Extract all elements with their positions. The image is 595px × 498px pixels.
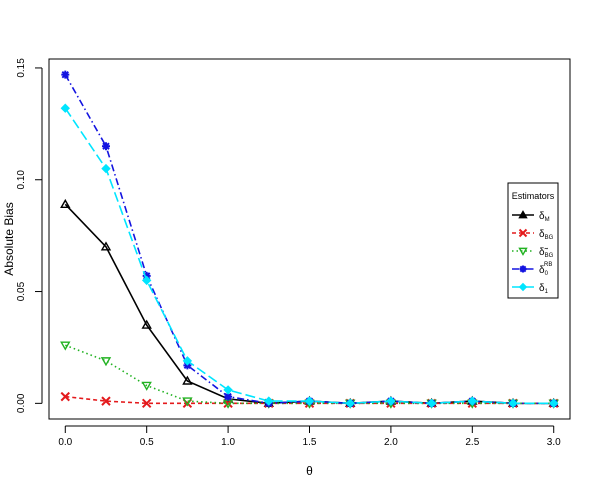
series-3 [61, 70, 558, 408]
legend-marker [518, 228, 528, 238]
legend-entry: δM [512, 210, 550, 223]
y-tick-label: 0.15 [16, 58, 27, 78]
data-point [264, 396, 274, 406]
y-tick-label: 0.05 [16, 281, 27, 301]
series-0 [60, 198, 559, 408]
legend-entry: δ1 [512, 282, 549, 295]
legend-label: δ0 [539, 265, 549, 277]
data-point [101, 396, 111, 406]
y-tick-label: 0.00 [16, 393, 27, 413]
x-tick-label: 0.5 [140, 437, 154, 448]
data-point [101, 163, 111, 174]
y-tick-label: 0.10 [16, 170, 27, 190]
legend-label: δBG [539, 229, 554, 241]
data-point [60, 391, 70, 402]
x-tick-label: 1.0 [221, 437, 235, 448]
series-line [65, 344, 554, 405]
data-point [141, 398, 152, 409]
data-point [467, 396, 478, 406]
data-point [60, 103, 70, 113]
series-line [64, 74, 554, 405]
data-point [508, 398, 518, 409]
data-point [182, 397, 193, 407]
data-point [426, 398, 437, 409]
legend-label-sup: RB [544, 262, 552, 268]
legend-box [507, 182, 559, 299]
legend-label: δ1 [539, 283, 549, 295]
legend-marker [518, 282, 528, 292]
data-point [61, 70, 70, 79]
data-point [223, 385, 233, 395]
plot-frame [48, 58, 571, 420]
legend-title: Estimators [512, 191, 555, 201]
data-point [60, 198, 71, 209]
series-4 [60, 103, 559, 409]
data-point [141, 381, 152, 391]
x-tick-label: 3.0 [547, 437, 561, 448]
data-point [101, 142, 110, 151]
data-point [100, 357, 112, 367]
legend-marker [518, 210, 528, 219]
data-point [141, 275, 152, 286]
legend-marker [519, 265, 527, 273]
data-point [60, 341, 71, 351]
x-tick-label: 1.5 [303, 437, 317, 448]
x-tick-label: 0.0 [58, 437, 72, 448]
y-axis-label: Absolute Bias [2, 202, 16, 275]
data-point [386, 396, 396, 406]
data-point [182, 375, 193, 385]
series-line [64, 203, 554, 405]
series-line [64, 107, 554, 405]
legend-label: δM [539, 211, 550, 223]
x-axis-label: θ [306, 464, 313, 478]
data-point [100, 241, 112, 251]
legend-marker [518, 247, 528, 256]
data-point [224, 392, 233, 401]
legend-label: δ̃BG [539, 247, 554, 259]
data-point [345, 398, 355, 409]
legend-entry: δ̃BG [512, 247, 554, 259]
legend-entry: δBG [512, 228, 554, 241]
data-point [304, 396, 315, 406]
axes: 0.0 0.5 1.0 1.5 2.0 2.5 3.0 0.00 0.05 0.10 0.15 [16, 58, 561, 448]
data-point [141, 319, 152, 329]
data-point [549, 398, 559, 409]
x-tick-label: 2.0 [384, 437, 398, 448]
series-layer [60, 70, 559, 409]
x-tick-label: 2.5 [465, 437, 479, 448]
data-point [182, 356, 193, 366]
